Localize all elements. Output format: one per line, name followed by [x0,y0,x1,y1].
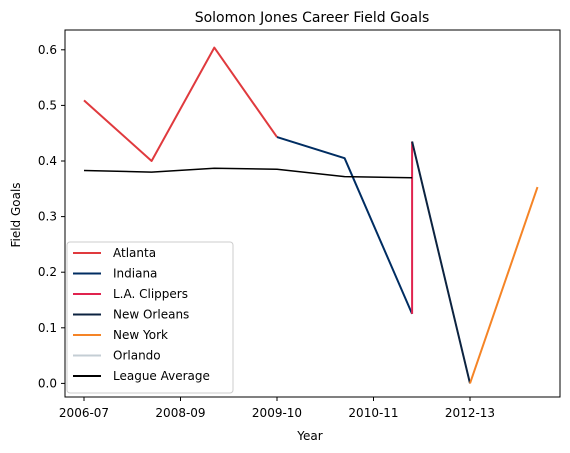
y-tick-label: 0.4 [38,154,57,168]
x-axis: 2006-07 2008-09 2009-10 2010-11 2012-13 [59,397,495,420]
legend-label-league-average: League Average [113,369,210,383]
y-tick-label: 0.5 [38,98,57,112]
series-line-indiana [276,136,414,315]
y-tick-label: 0.3 [38,210,57,224]
plot-lines [83,46,539,384]
y-axis-label: Field Goals [9,182,23,247]
series-line-league-average [83,167,413,179]
y-axis: 0.0 0.1 0.2 0.3 0.4 0.5 0.6 [38,43,65,390]
legend-label-atlanta: Atlanta [113,246,156,260]
legend: Atlanta Indiana L.A. Clippers New Orleans Ne… [66,241,234,394]
legend-label-l-a-clippers: L.A. Clippers [113,287,188,301]
legend-label-new-york: New York [113,328,168,342]
series-line-atlanta [83,46,278,162]
y-tick-label: 0.0 [38,376,57,390]
x-tick-label: 2008-09 [155,406,205,420]
x-tick-label: 2012-13 [445,406,495,420]
y-tick-label: 0.2 [38,265,57,279]
legend-label-new-orleans: New Orleans [113,308,189,322]
y-tick-label: 0.1 [38,321,57,335]
legend-label-indiana: Indiana [113,267,157,281]
x-tick-label: 2009-10 [252,406,302,420]
legend-label-orlando: Orlando [113,349,161,363]
plot-frame [64,29,561,398]
y-tick-label: 0.6 [38,43,57,57]
series-line-new-orleans [411,141,471,384]
x-tick-label: 2010-11 [348,406,398,420]
x-axis-label: Year [296,429,322,443]
x-tick-label: 2006-07 [59,406,109,420]
chart-title: Solomon Jones Career Field Goals [195,10,430,26]
legend-box [66,241,234,394]
series-line-new-york [469,186,539,384]
